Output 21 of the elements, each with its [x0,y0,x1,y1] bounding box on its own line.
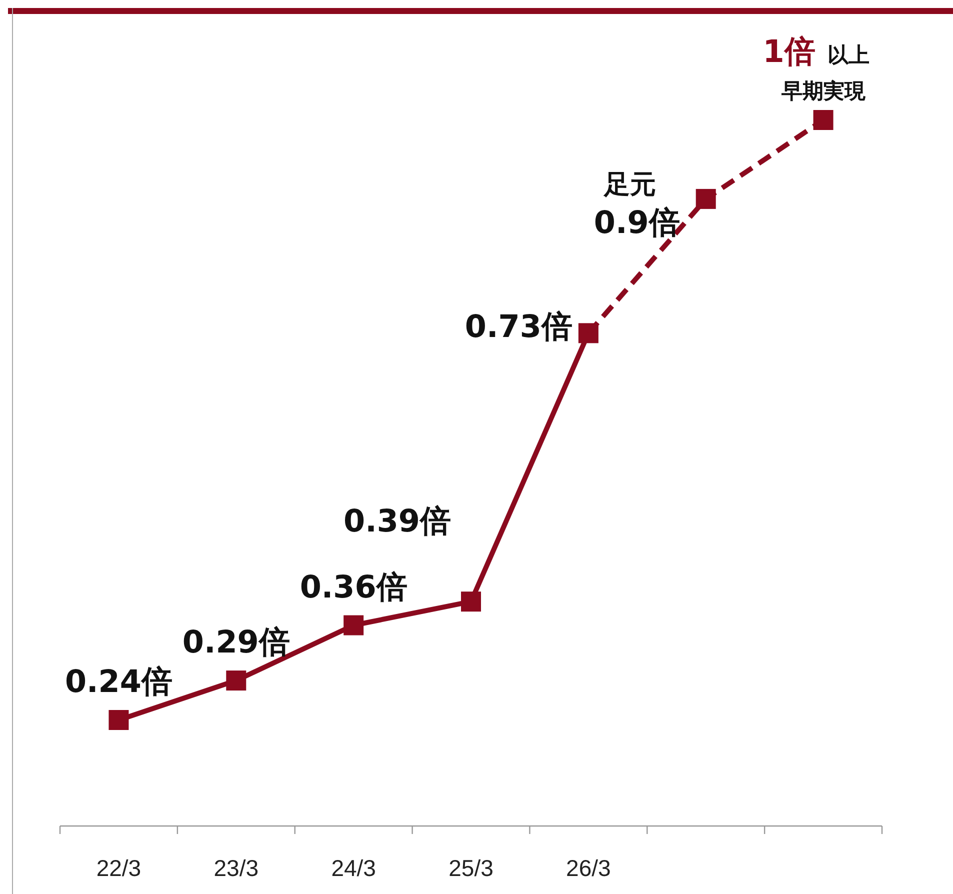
data-label: 0.39倍 [344,504,451,540]
point [813,110,834,130]
annotation: 足元 [602,170,656,200]
x-tick-label: 26/3 [566,855,611,881]
point [344,615,364,636]
point [226,670,246,691]
data-label: 0.29倍 [182,624,290,661]
point [108,710,129,730]
text: 以上 [827,43,870,67]
x-tick-label: 24/3 [331,855,376,881]
x-tick-label: 25/3 [448,855,494,881]
data-label: 0.36倍 [300,569,408,606]
data-label: 0.24倍 [64,664,172,700]
point [696,188,716,209]
data-label: 0.73倍 [464,309,572,346]
x-tick-label: 23/3 [214,855,259,881]
data-label: 0.9倍 [594,204,680,241]
point [461,592,481,612]
x-tick-label: 22/3 [96,855,142,881]
text: 早期実現 [780,79,866,103]
data-label: 1倍 [762,34,816,70]
